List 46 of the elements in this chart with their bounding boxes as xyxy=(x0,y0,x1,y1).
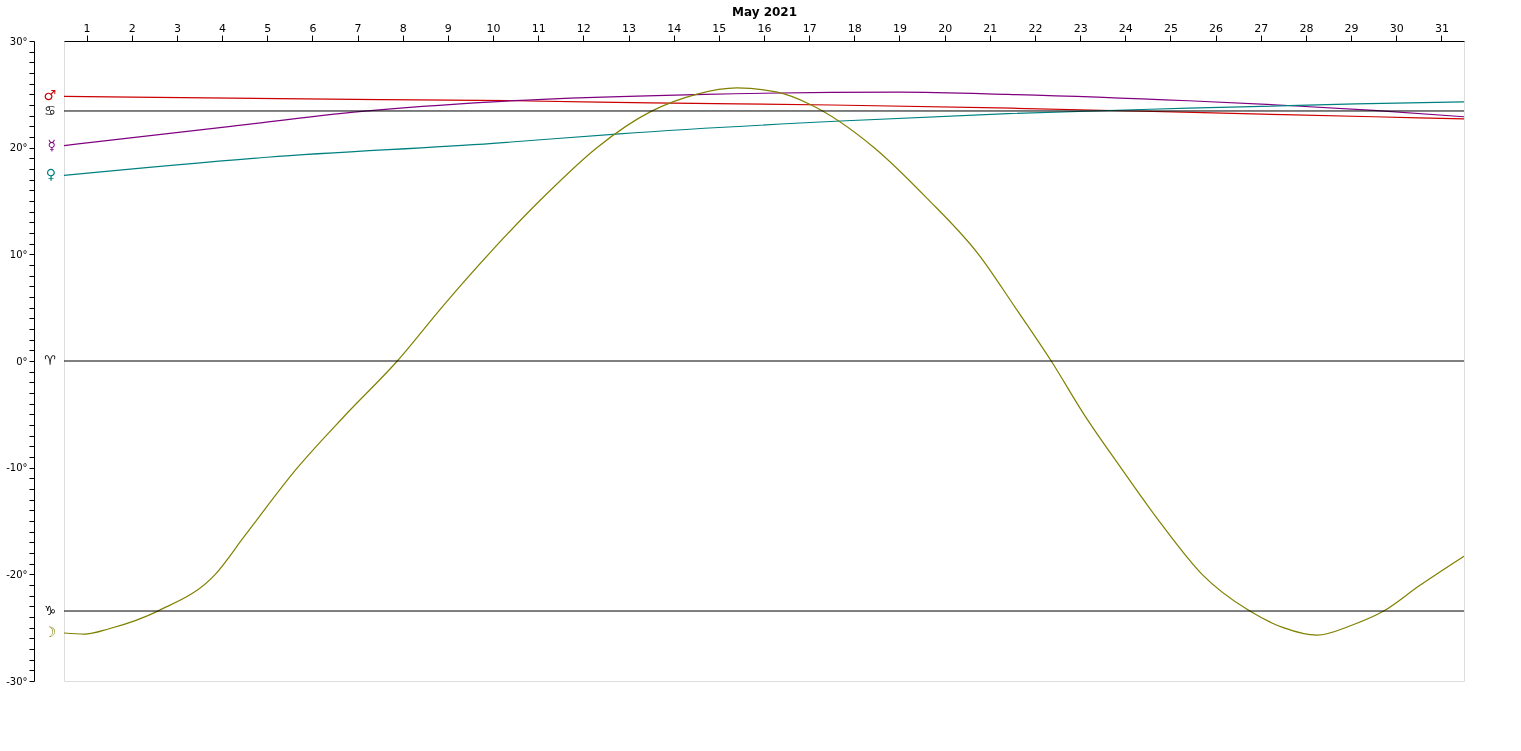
x-tick-label: 22 xyxy=(1028,21,1043,35)
series-label: ☽ xyxy=(43,624,56,640)
x-tick-label: 19 xyxy=(892,21,907,35)
y-tick-label: -20° xyxy=(6,568,28,580)
x-tick-label: 11 xyxy=(531,21,546,35)
x-tick-label: 13 xyxy=(622,21,637,35)
x-tick-label: 6 xyxy=(309,21,317,35)
x-tick-label: 10 xyxy=(486,21,501,35)
x-tick-label: 24 xyxy=(1118,21,1133,35)
x-tick-label: 8 xyxy=(399,21,407,35)
y-tick-label: 10° xyxy=(9,248,28,260)
x-tick-label: 31 xyxy=(1434,21,1449,35)
series-label: ♀ xyxy=(45,166,56,183)
x-tick-label: 17 xyxy=(802,21,817,35)
ref-line-label: ♋ xyxy=(44,102,56,118)
x-tick-label: 16 xyxy=(757,21,772,35)
x-tick-label: 30 xyxy=(1389,21,1404,35)
x-tick-label: 20 xyxy=(938,21,953,35)
x-tick-label: 23 xyxy=(1073,21,1088,35)
x-tick-label: 27 xyxy=(1254,21,1269,35)
x-tick-label: 1 xyxy=(83,21,91,35)
y-tick-label: -30° xyxy=(6,675,28,687)
series-label: ♂ xyxy=(43,87,56,104)
x-axis-title: May 2021 xyxy=(731,4,798,19)
x-tick-label: 12 xyxy=(576,21,591,35)
y-tick-label: 0° xyxy=(16,355,28,367)
y-tick-label: 30° xyxy=(9,35,28,47)
x-tick-label: 26 xyxy=(1209,21,1224,35)
x-tick-label: 3 xyxy=(173,21,181,35)
x-tick-label: 2 xyxy=(128,21,136,35)
x-tick-label: 15 xyxy=(712,21,727,35)
y-tick-label: 20° xyxy=(9,142,28,154)
x-tick-label: 5 xyxy=(264,21,272,35)
y-tick-label: -10° xyxy=(6,462,28,474)
x-tick-label: 18 xyxy=(847,21,862,35)
x-tick-label: 29 xyxy=(1344,21,1359,35)
x-tick-label: 9 xyxy=(444,21,452,35)
ref-line-label: ♑ xyxy=(44,603,56,619)
ref-line-label: ♈ xyxy=(44,353,57,368)
x-tick-label: 21 xyxy=(983,21,998,35)
x-tick-label: 7 xyxy=(354,21,362,35)
x-tick-label: 4 xyxy=(219,21,227,35)
x-tick-label: 25 xyxy=(1163,21,1178,35)
x-tick-label: 14 xyxy=(667,21,682,35)
x-tick-label: 28 xyxy=(1299,21,1314,35)
series-label: ☿ xyxy=(47,136,56,153)
